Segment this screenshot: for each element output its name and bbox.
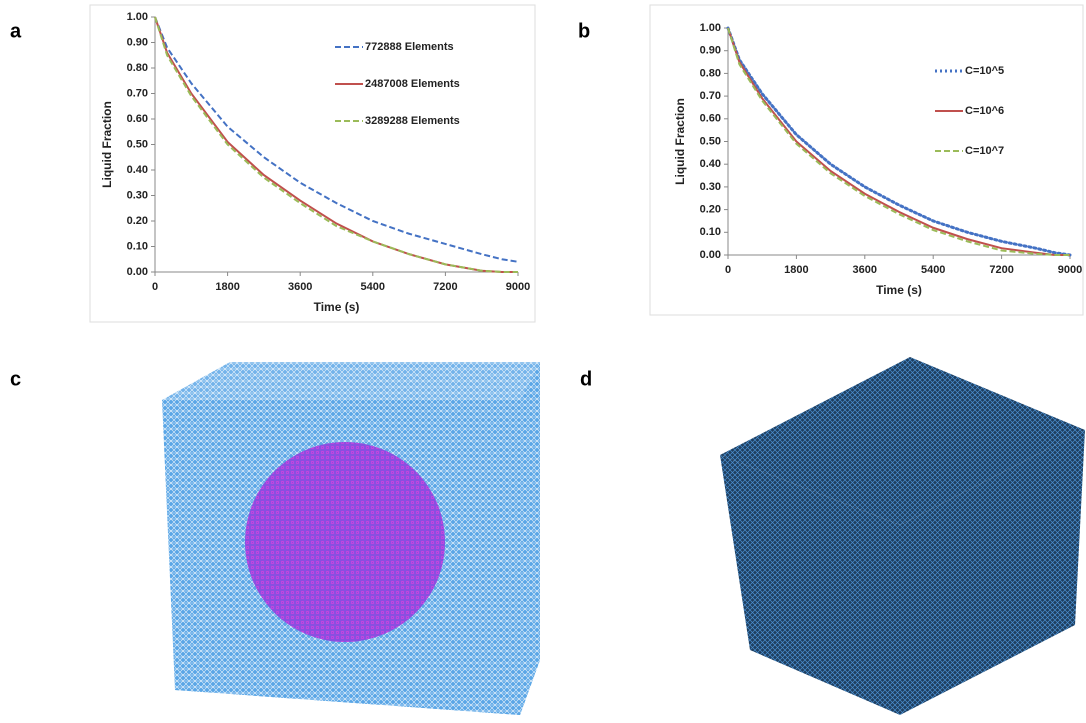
panel-label: d bbox=[580, 368, 592, 390]
x-tick-label: 3600 bbox=[853, 264, 877, 276]
x-tick-label: 7200 bbox=[433, 281, 457, 293]
y-tick-label: 0.00 bbox=[700, 249, 721, 261]
y-tick-label: 0.40 bbox=[127, 164, 148, 176]
y-tick-label: 0.20 bbox=[127, 215, 148, 227]
y-tick-label: 0.10 bbox=[127, 240, 148, 252]
y-tick-label: 0.50 bbox=[700, 135, 721, 147]
mesh-cube-image bbox=[720, 357, 1085, 715]
series-line bbox=[728, 28, 1070, 255]
y-tick-label: 0.60 bbox=[127, 113, 148, 125]
y-tick-label: 0.60 bbox=[700, 113, 721, 125]
y-tick-label: 0.80 bbox=[700, 67, 721, 79]
y-tick-label: 0.00 bbox=[127, 266, 148, 278]
legend-label: 772888 Elements bbox=[365, 41, 454, 53]
y-tick-label: 0.70 bbox=[700, 90, 721, 102]
legend-label: 2487008 Elements bbox=[365, 78, 460, 90]
y-tick-label: 0.30 bbox=[700, 181, 721, 193]
x-tick-label: 0 bbox=[152, 281, 158, 293]
x-tick-label: 9000 bbox=[1058, 264, 1082, 276]
figure: a b c d 0.00 0.10 0.20 0.30 0.40 0.50 0.60 0.70… bbox=[0, 0, 1086, 723]
y-tick-label: 1.00 bbox=[700, 22, 721, 34]
y-tick-label: 0.30 bbox=[127, 189, 148, 201]
legend-label: C=10^6 bbox=[965, 105, 1004, 117]
panel-label: b bbox=[578, 20, 590, 42]
legend-label: 3289288 Elements bbox=[365, 115, 460, 127]
x-tick-label: 9000 bbox=[506, 281, 530, 293]
x-tick-label: 3600 bbox=[288, 281, 312, 293]
y-tick-label: 0.80 bbox=[127, 62, 148, 74]
x-tick-label: 0 bbox=[725, 264, 731, 276]
series-line bbox=[155, 17, 518, 272]
y-tick-label: 0.10 bbox=[700, 226, 721, 238]
series-line bbox=[728, 28, 1070, 255]
legend-label: C=10^5 bbox=[965, 65, 1004, 77]
panel-label: a bbox=[10, 20, 22, 42]
x-axis-label: Time (s) bbox=[314, 300, 360, 314]
legend-label: C=10^7 bbox=[965, 145, 1004, 157]
x-tick-label: 5400 bbox=[361, 281, 385, 293]
y-tick-label: 0.70 bbox=[127, 87, 148, 99]
panel-label: c bbox=[10, 368, 21, 390]
y-tick-label: 0.90 bbox=[127, 36, 148, 48]
x-tick-label: 5400 bbox=[921, 264, 945, 276]
x-tick-label: 1800 bbox=[784, 264, 808, 276]
mesh-box-image bbox=[162, 362, 540, 715]
y-tick-label: 0.40 bbox=[700, 158, 721, 170]
y-tick-label: 1.00 bbox=[127, 11, 148, 23]
y-axis-label: Liquid Fraction bbox=[673, 98, 687, 185]
x-tick-label: 7200 bbox=[989, 264, 1013, 276]
y-axis-label: Liquid Fraction bbox=[100, 101, 114, 188]
y-tick-label: 0.50 bbox=[127, 138, 148, 150]
y-tick-label: 0.90 bbox=[700, 45, 721, 57]
x-axis-label: Time (s) bbox=[876, 283, 922, 297]
y-tick-label: 0.20 bbox=[700, 204, 721, 216]
chart-frame bbox=[90, 5, 535, 322]
series-line bbox=[728, 28, 1070, 255]
series-line bbox=[155, 17, 518, 272]
x-tick-label: 1800 bbox=[215, 281, 239, 293]
